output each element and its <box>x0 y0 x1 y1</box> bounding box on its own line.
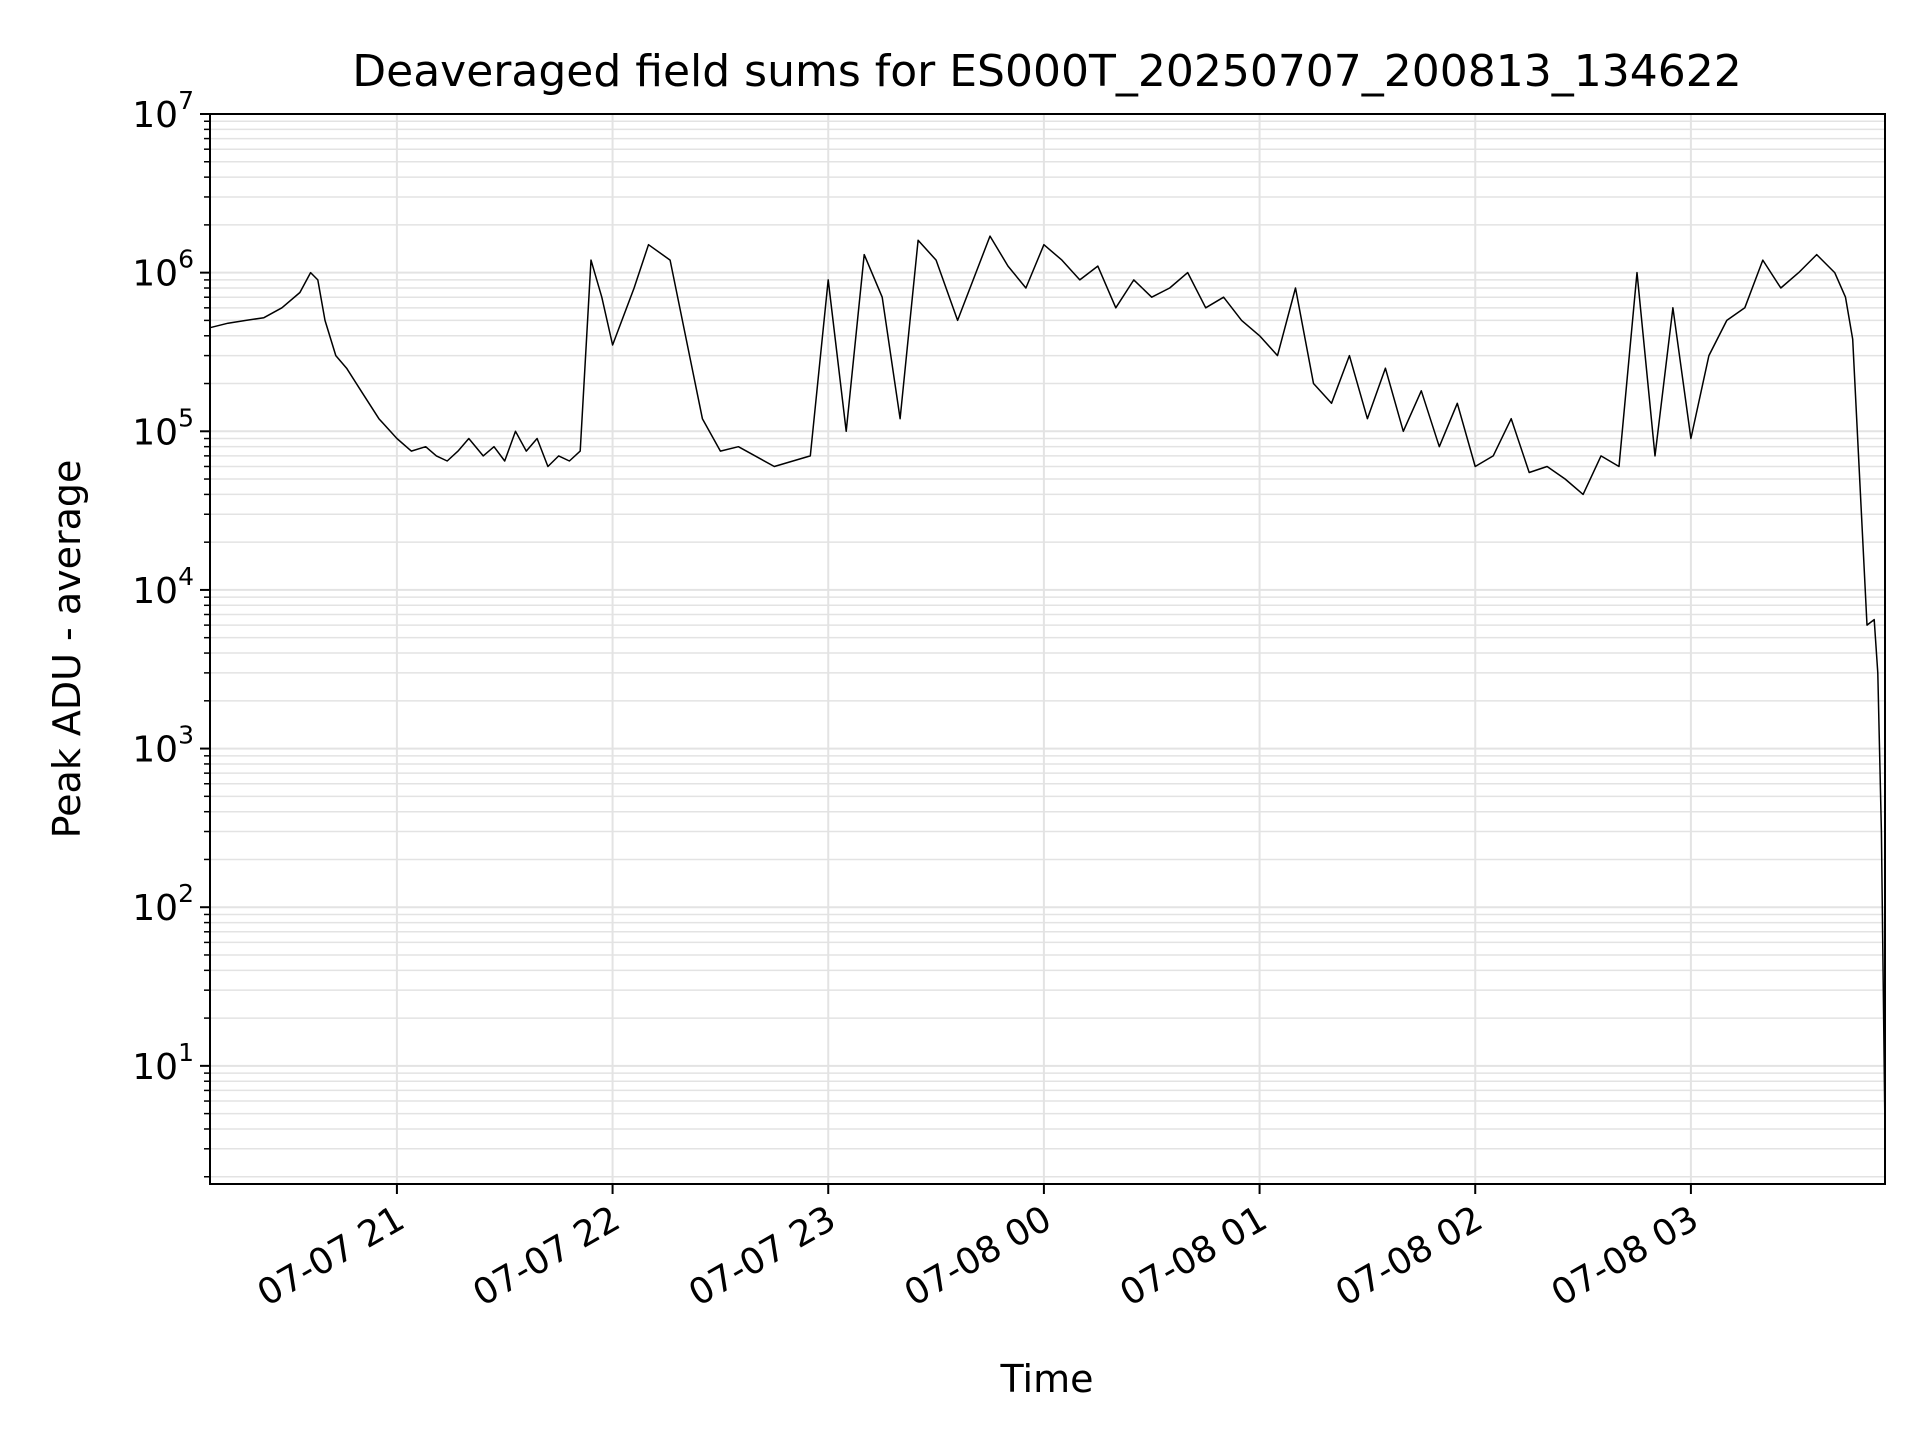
plot-frame <box>209 113 1886 1185</box>
x-tick-label: 07-08 01 <box>1113 1198 1274 1314</box>
x-axis-title: Time <box>1000 1357 1094 1401</box>
chart-title: Deaveraged field sums for ES000T_2025070… <box>352 46 1741 97</box>
grid-lines <box>210 113 1885 1184</box>
x-tick-label: 07-08 00 <box>898 1198 1059 1314</box>
y-tick-label: 106 <box>132 245 194 295</box>
y-tick-label: 104 <box>132 562 194 612</box>
x-tick-label: 07-07 21 <box>251 1198 412 1314</box>
y-axis-title: Peak ADU - average <box>45 460 89 839</box>
y-tick-label: 105 <box>132 403 194 453</box>
x-tick-label: 07-07 23 <box>682 1198 843 1314</box>
y-tick-label: 103 <box>132 721 194 771</box>
x-tick-label: 07-08 03 <box>1545 1198 1706 1314</box>
series-line <box>209 235 1886 1133</box>
x-tick-label: 07-07 22 <box>466 1198 627 1314</box>
x-tick-label: 07-08 02 <box>1329 1198 1490 1314</box>
y-axis: 101 102 103 104 105 106 107 <box>132 86 210 1178</box>
x-axis: 07-07 21 07-07 22 07-07 23 07-08 00 07-08 01… <box>251 1184 1706 1315</box>
y-tick-label: 101 <box>132 1038 194 1088</box>
y-tick-label: 102 <box>132 879 194 929</box>
y-tick-label: 107 <box>132 86 194 136</box>
